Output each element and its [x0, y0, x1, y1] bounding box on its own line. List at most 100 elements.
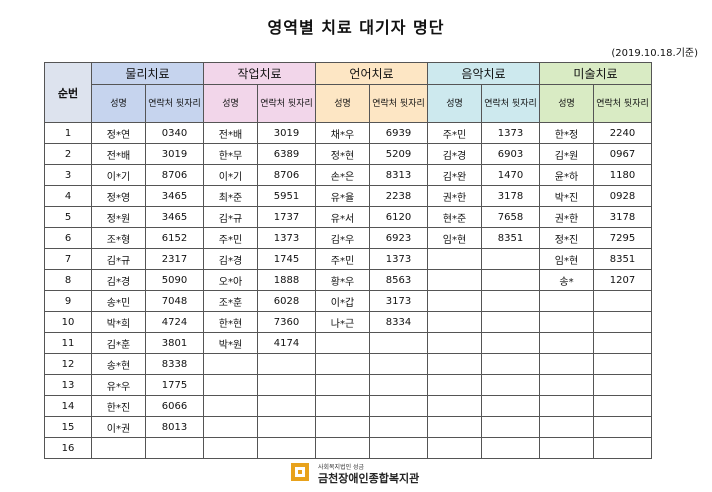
- name-cell: [91, 437, 146, 459]
- phone-cell: [369, 437, 428, 459]
- phone-cell: 4174: [257, 332, 316, 354]
- phone-cell: 6066: [145, 395, 204, 417]
- phone-cell: 2317: [145, 248, 204, 270]
- phone-cell: 7295: [593, 227, 652, 249]
- name-cell: [427, 290, 482, 312]
- phone-cell: 3173: [369, 290, 428, 312]
- name-cell: 김*경: [91, 269, 146, 291]
- name-cell: 한*현: [203, 311, 258, 333]
- table-row: 8 김*경 5090 오*아 1888 황*우 8563 송* 1207: [44, 269, 652, 291]
- name-cell: 이*기: [91, 164, 146, 186]
- name-cell: [315, 416, 370, 438]
- phone-cell: 1745: [257, 248, 316, 270]
- phone-cell: 5090: [145, 269, 204, 291]
- phone-cell: 7360: [257, 311, 316, 333]
- phone-cell: [481, 353, 540, 375]
- name-cell: 오*아: [203, 269, 258, 291]
- name-cell: 손*은: [315, 164, 370, 186]
- name-cell: [203, 416, 258, 438]
- name-cell: [315, 332, 370, 354]
- name-cell: 이*권: [91, 416, 146, 438]
- name-cell: 나*근: [315, 311, 370, 333]
- phone-cell: 6389: [257, 143, 316, 165]
- center-logo-icon: [291, 463, 309, 481]
- name-cell: 주*민: [203, 227, 258, 249]
- name-cell: 주*민: [315, 248, 370, 270]
- name-cell: [427, 395, 482, 417]
- table-row: 16: [44, 437, 652, 459]
- name-cell: [203, 395, 258, 417]
- row-number: 4: [44, 185, 92, 207]
- sub-header-row: 성명 연락처 뒷자리 성명 연락처 뒷자리 성명 연락처 뒷자리 성명 연락처 …: [45, 84, 652, 123]
- phone-cell: [481, 416, 540, 438]
- name-cell: 송*: [539, 269, 594, 291]
- phone-cell: 0967: [593, 143, 652, 165]
- phone-cell: [257, 416, 316, 438]
- table-row: 3 이*기 8706 이*기 8706 손*은 8313 김*완 1470 윤*하 1180: [44, 164, 652, 186]
- row-number: 13: [44, 374, 92, 396]
- name-cell: [539, 290, 594, 312]
- name-cell: 한*정: [539, 122, 594, 144]
- footer-subtitle: 사회복지법인 성금: [318, 464, 365, 471]
- phone-cell: [593, 416, 652, 438]
- name-column-header: 성명: [203, 84, 258, 123]
- row-number: 5: [44, 206, 92, 228]
- name-cell: [539, 311, 594, 333]
- phone-cell: 3465: [145, 185, 204, 207]
- table-row: 1 정*연 0340 전*배 3019 채*우 6939 주*민 1373 한*정 2240: [44, 122, 652, 144]
- phone-cell: 6939: [369, 122, 428, 144]
- table-row: 12 송*현 8338: [44, 353, 652, 375]
- phone-cell: [369, 374, 428, 396]
- name-cell: 황*우: [315, 269, 370, 291]
- phone-cell: [481, 395, 540, 417]
- name-cell: 최*준: [203, 185, 258, 207]
- phone-cell: [593, 290, 652, 312]
- name-cell: [539, 353, 594, 375]
- phone-cell: [481, 332, 540, 354]
- name-cell: [427, 353, 482, 375]
- name-cell: [427, 269, 482, 291]
- phone-cell: 8313: [369, 164, 428, 186]
- table-row: 7 김*규 2317 김*경 1745 주*민 1373 임*현 8351: [44, 248, 652, 270]
- row-number: 6: [44, 227, 92, 249]
- category-header-row: 순번 물리치료 작업치료 언어치료 음악치료 미술치료: [44, 62, 652, 123]
- name-column-header: 성명: [427, 84, 482, 123]
- row-number: 14: [44, 395, 92, 417]
- table-row: 4 정*영 3465 최*준 5951 유*율 2238 권*한 3178 박*진 0928: [44, 185, 652, 207]
- name-cell: 채*우: [315, 122, 370, 144]
- row-number: 12: [44, 353, 92, 375]
- name-cell: 임*현: [539, 248, 594, 270]
- name-cell: [427, 332, 482, 354]
- name-cell: 주*민: [427, 122, 482, 144]
- name-cell: 김*우: [315, 227, 370, 249]
- row-number: 10: [44, 311, 92, 333]
- name-cell: [427, 248, 482, 270]
- phone-cell: 3801: [145, 332, 204, 354]
- name-cell: [427, 437, 482, 459]
- name-cell: 한*무: [203, 143, 258, 165]
- date-note: (2019.10.18.기준): [611, 48, 698, 59]
- phone-cell: [257, 374, 316, 396]
- name-cell: [203, 374, 258, 396]
- page-title: 영역별 치료 대기자 명단: [267, 18, 445, 37]
- phone-cell: 3019: [257, 122, 316, 144]
- name-cell: 김*경: [427, 143, 482, 165]
- row-number: 3: [44, 164, 92, 186]
- phone-cell: 3178: [481, 185, 540, 207]
- table-body: 1 정*연 0340 전*배 3019 채*우 6939 주*민 1373 한*정 2240 2 전*배…: [44, 122, 652, 459]
- name-cell: [315, 374, 370, 396]
- category-header: 음악치료: [427, 62, 540, 85]
- phone-cell: 4724: [145, 311, 204, 333]
- row-number: 2: [44, 143, 92, 165]
- name-cell: 정*영: [91, 185, 146, 207]
- name-cell: 이*기: [203, 164, 258, 186]
- name-cell: 김*규: [91, 248, 146, 270]
- phone-cell: [481, 269, 540, 291]
- row-number: 16: [44, 437, 92, 459]
- phone-cell: 6903: [481, 143, 540, 165]
- name-cell: 권*한: [539, 206, 594, 228]
- name-cell: 윤*하: [539, 164, 594, 186]
- name-cell: [539, 395, 594, 417]
- table-row: 11 김*훈 3801 박*원 4174: [44, 332, 652, 354]
- name-column-header: 성명: [315, 84, 370, 123]
